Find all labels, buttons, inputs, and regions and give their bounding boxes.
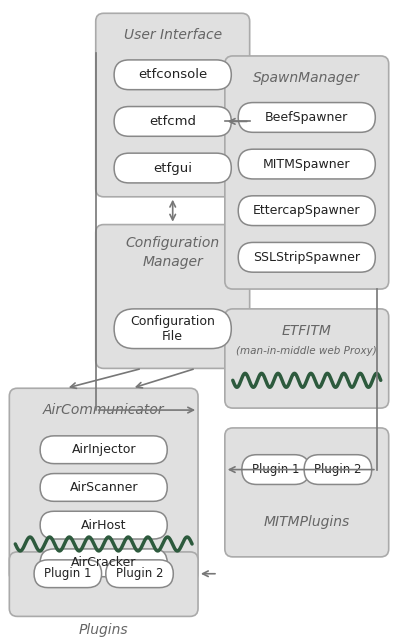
Text: Configuration
Manager: Configuration Manager: [126, 236, 220, 269]
FancyBboxPatch shape: [238, 243, 375, 272]
Text: AirHost: AirHost: [81, 518, 127, 532]
Text: Configuration
File: Configuration File: [130, 315, 215, 343]
Text: Plugins: Plugins: [79, 623, 129, 637]
FancyBboxPatch shape: [304, 454, 372, 484]
FancyBboxPatch shape: [114, 309, 231, 349]
FancyBboxPatch shape: [96, 225, 250, 369]
FancyBboxPatch shape: [114, 153, 231, 183]
Text: (man-in-middle web Proxy): (man-in-middle web Proxy): [237, 346, 377, 356]
FancyBboxPatch shape: [225, 428, 389, 557]
FancyBboxPatch shape: [40, 474, 167, 501]
Text: SSLStripSpawner: SSLStripSpawner: [253, 251, 360, 264]
FancyBboxPatch shape: [238, 102, 375, 132]
FancyBboxPatch shape: [9, 388, 198, 582]
FancyBboxPatch shape: [40, 436, 167, 463]
FancyBboxPatch shape: [238, 149, 375, 179]
Text: etfcmd: etfcmd: [149, 115, 196, 128]
FancyBboxPatch shape: [114, 60, 231, 90]
Text: Plugin 1: Plugin 1: [44, 567, 91, 580]
FancyBboxPatch shape: [40, 549, 167, 577]
Text: AirInjector: AirInjector: [71, 444, 136, 456]
FancyBboxPatch shape: [238, 196, 375, 225]
Text: Plugin 2: Plugin 2: [314, 463, 361, 476]
Text: User Interface: User Interface: [124, 28, 222, 42]
Text: MITMPlugins: MITMPlugins: [264, 515, 350, 529]
Text: Plugin 2: Plugin 2: [116, 567, 163, 580]
Text: MITMSpawner: MITMSpawner: [263, 157, 351, 171]
Text: Plugin 1: Plugin 1: [252, 463, 299, 476]
Text: AirCommunicator: AirCommunicator: [43, 403, 164, 417]
Text: EttercapSpawner: EttercapSpawner: [253, 204, 361, 217]
FancyBboxPatch shape: [96, 13, 250, 197]
FancyBboxPatch shape: [225, 56, 389, 289]
FancyBboxPatch shape: [34, 560, 102, 588]
Text: AirScanner: AirScanner: [69, 481, 138, 494]
FancyBboxPatch shape: [114, 106, 231, 136]
FancyBboxPatch shape: [225, 309, 389, 408]
Text: BeefSpawner: BeefSpawner: [265, 111, 349, 124]
Text: AirCracker: AirCracker: [71, 556, 136, 570]
FancyBboxPatch shape: [40, 511, 167, 539]
Text: etfgui: etfgui: [153, 161, 192, 175]
FancyBboxPatch shape: [242, 454, 310, 484]
Text: ETFITM: ETFITM: [282, 324, 332, 338]
FancyBboxPatch shape: [9, 552, 198, 616]
FancyBboxPatch shape: [106, 560, 173, 588]
Text: etfconsole: etfconsole: [138, 68, 207, 81]
Text: SpawnManager: SpawnManager: [253, 71, 360, 84]
